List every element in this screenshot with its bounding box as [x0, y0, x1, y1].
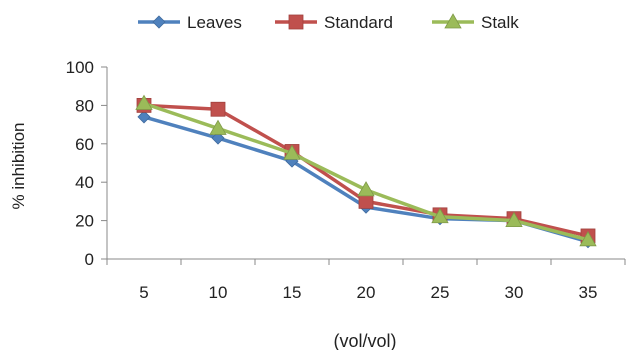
y-tick-label: 0 — [85, 250, 94, 269]
series-standard — [136, 98, 596, 244]
data-point-stalk — [209, 119, 227, 135]
x-tick-label: 15 — [283, 283, 302, 302]
series-group — [135, 94, 597, 249]
x-axis-title: (vol/vol) — [333, 331, 396, 350]
x-tick-label: 30 — [505, 283, 524, 302]
data-point-stalk — [357, 181, 375, 197]
legend-marker-standard — [288, 14, 304, 30]
x-tick-label: 10 — [209, 283, 228, 302]
data-point-stalk — [579, 230, 597, 247]
legend-item-standard: Standard — [275, 13, 393, 32]
y-tick-label: 40 — [75, 173, 94, 192]
data-point-stalk — [135, 94, 153, 110]
data-point-stalk — [505, 211, 523, 228]
y-tick-label: 80 — [75, 96, 94, 115]
legend-label-leaves: Leaves — [187, 13, 242, 32]
x-tick-label: 35 — [579, 283, 598, 302]
data-point-leaves — [137, 110, 151, 124]
legend-label-standard: Standard — [324, 13, 393, 32]
y-ticks: 0 20 40 60 80 100 — [66, 58, 107, 269]
data-point-leaves — [211, 131, 225, 145]
series-leaves — [137, 110, 595, 249]
y-tick-label: 20 — [75, 212, 94, 231]
x-tick-label: 25 — [431, 283, 450, 302]
y-axis-title: % inhibition — [9, 123, 28, 210]
legend-item-stalk: Stalk — [432, 13, 519, 32]
series-stalk — [135, 94, 597, 247]
axes: 0 20 40 60 80 100 5 10 15 20 25 30 35 — [66, 58, 626, 302]
data-point-standard — [358, 193, 374, 209]
x-tick-label: 20 — [357, 283, 376, 302]
legend-marker-leaves — [152, 15, 166, 29]
data-point-stalk — [431, 207, 449, 224]
x-ticks: 5 10 15 20 25 30 35 — [106, 259, 626, 302]
data-point-standard — [210, 101, 226, 117]
x-tick-label: 5 — [139, 283, 148, 302]
y-tick-label: 60 — [75, 135, 94, 154]
data-point-stalk — [283, 144, 301, 160]
legend: Leaves Standard Stalk — [138, 13, 519, 32]
y-tick-label: 100 — [66, 58, 94, 77]
legend-item-leaves: Leaves — [138, 13, 242, 32]
legend-marker-stalk — [444, 13, 462, 29]
legend-label-stalk: Stalk — [481, 13, 519, 32]
